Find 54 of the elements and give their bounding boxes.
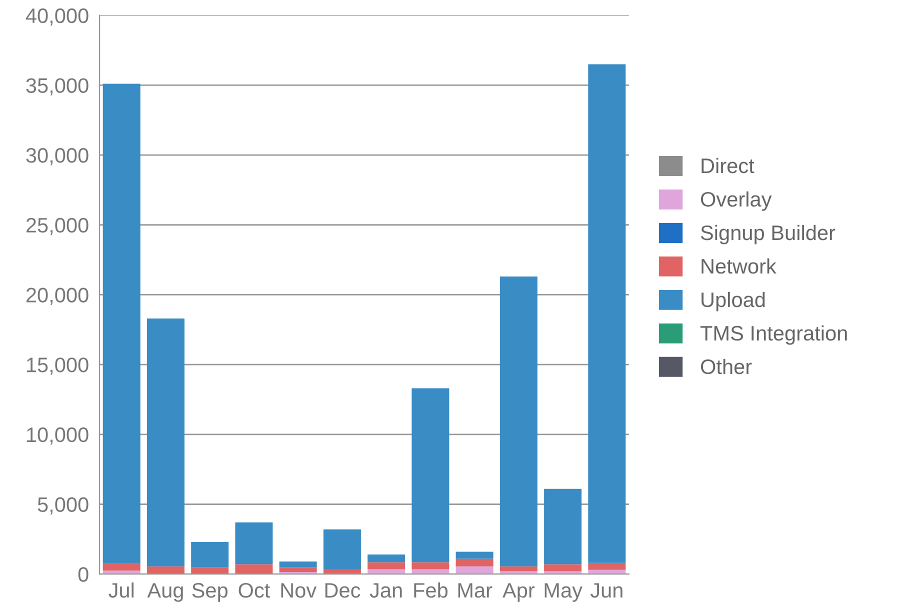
x-tick-label: May [544,583,582,602]
y-tick-label: 30,000 [26,148,88,166]
bar [235,564,273,574]
x-tick-label: Jan [370,583,402,598]
x-tick-label: Jun [590,583,622,598]
x-tick-label: Apr [502,583,535,602]
legend-label: Upload [702,292,765,312]
bar [323,529,361,570]
y-tick-label: 20,000 [26,288,88,305]
bar [456,552,494,559]
bar [146,566,184,574]
bar [279,562,317,568]
bar [191,542,229,568]
x-tick-label: Sep [192,582,228,602]
bar [456,558,494,566]
y-tick-label: 35,000 [26,78,88,96]
bar [500,276,538,566]
bar [368,562,406,570]
bar [235,522,273,564]
bar [500,566,538,572]
x-tick-label: Mar [458,583,492,598]
x-tick-label: Jul [108,582,134,598]
bar [412,562,450,570]
x-tick-label: Dec [325,583,360,598]
y-tick-label: 40,000 [26,8,88,26]
bar [544,488,582,564]
bar [588,64,626,563]
legend-label: Other [700,358,752,374]
x-tick-label: Oct [238,582,270,598]
bar [368,569,406,574]
legend-label: TMS Integration [700,325,847,345]
y-tick-label: 0 [78,567,88,582]
bar [412,388,450,562]
bar [588,562,626,570]
y-tick-label: 25,000 [26,218,88,236]
x-tick-label: Feb [414,582,448,598]
bar [544,564,582,572]
bar [191,567,229,574]
x-tick-label: Nov [281,583,317,598]
bar [368,554,406,562]
bar [102,84,140,564]
bar [412,569,450,574]
y-tick-label: 15,000 [27,358,88,375]
legend-label: Network [702,258,776,274]
legend-label: Overlay [700,191,772,211]
bar [146,318,184,566]
bar [102,564,140,571]
legend-label: Signup Builder [700,224,836,244]
y-tick-label: 5,000 [38,497,88,514]
bar [456,566,494,574]
y-tick-label: 10,000 [27,427,88,445]
bar [279,567,317,572]
legend-label: Direct [702,158,754,174]
x-tick-label: Aug [147,583,183,602]
